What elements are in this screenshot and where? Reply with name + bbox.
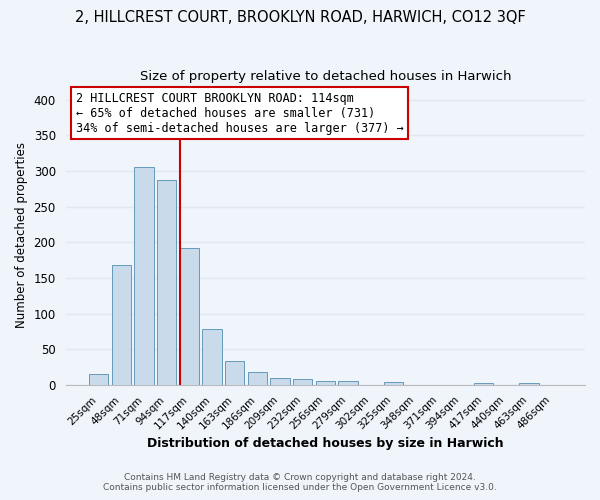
X-axis label: Distribution of detached houses by size in Harwich: Distribution of detached houses by size …: [147, 437, 503, 450]
Bar: [202, 330, 221, 385]
Bar: [112, 265, 131, 385]
Bar: [89, 374, 109, 385]
Bar: [474, 384, 493, 385]
Bar: [134, 167, 154, 385]
Bar: [248, 372, 267, 385]
Title: Size of property relative to detached houses in Harwich: Size of property relative to detached ho…: [140, 70, 511, 83]
Bar: [338, 382, 358, 385]
Bar: [316, 382, 335, 385]
Bar: [271, 378, 290, 385]
Bar: [293, 379, 312, 385]
Bar: [520, 382, 539, 385]
Y-axis label: Number of detached properties: Number of detached properties: [15, 142, 28, 328]
Bar: [225, 362, 244, 385]
Bar: [157, 180, 176, 385]
Bar: [180, 248, 199, 385]
Text: 2 HILLCREST COURT BROOKLYN ROAD: 114sqm
← 65% of detached houses are smaller (73: 2 HILLCREST COURT BROOKLYN ROAD: 114sqm …: [76, 92, 404, 134]
Text: Contains HM Land Registry data © Crown copyright and database right 2024.
Contai: Contains HM Land Registry data © Crown c…: [103, 473, 497, 492]
Bar: [383, 382, 403, 385]
Text: 2, HILLCREST COURT, BROOKLYN ROAD, HARWICH, CO12 3QF: 2, HILLCREST COURT, BROOKLYN ROAD, HARWI…: [74, 10, 526, 25]
